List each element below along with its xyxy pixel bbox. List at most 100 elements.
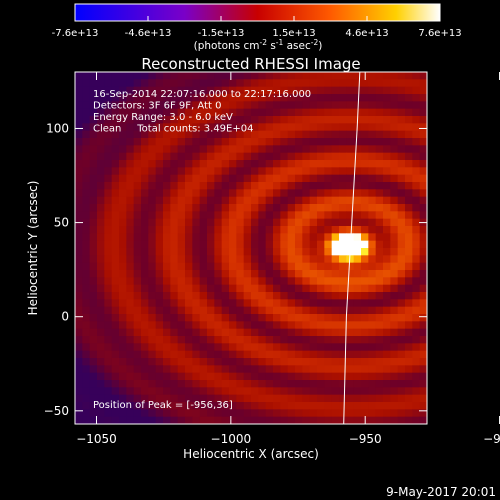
heatmap-cell <box>287 284 296 293</box>
heatmap-cell <box>243 204 252 212</box>
heatmap-cell <box>229 101 237 110</box>
heatmap-cell <box>280 72 289 80</box>
heatmap-cell <box>346 277 355 286</box>
observation-annotations: 16-Sep-2014 22:07:16.000 to 22:17:16.000… <box>93 89 311 135</box>
heatmap-cell <box>163 94 171 102</box>
heatmap-cell <box>104 416 113 424</box>
heatmap-cell <box>383 196 391 205</box>
heatmap-cell <box>119 72 127 80</box>
heatmap-cell <box>126 196 135 205</box>
heatmap-cell <box>148 233 157 242</box>
heatmap-cell <box>280 79 289 88</box>
heatmap-cell <box>177 182 186 190</box>
heatmap-cell <box>214 336 223 344</box>
heatmap-cell <box>390 299 399 308</box>
heatmap-cell <box>251 138 259 146</box>
heatmap-cell <box>346 204 355 212</box>
heatmap-cell <box>287 189 296 198</box>
heatmap-cell <box>331 218 340 227</box>
heatmap-cell <box>251 262 259 271</box>
heatmap-cell <box>243 116 252 124</box>
heatmap-cell <box>346 336 355 344</box>
heatmap-cell <box>104 394 113 403</box>
heatmap-cells <box>75 72 427 424</box>
heatmap-cell <box>185 94 193 102</box>
heatmap-cell <box>133 255 142 264</box>
heatmap-cell <box>361 240 369 249</box>
heatmap-cell <box>295 394 303 403</box>
heatmap-cell <box>397 218 406 227</box>
heatmap-cell <box>243 123 252 132</box>
heatmap-cell <box>390 387 399 396</box>
heatmap-cell <box>419 387 427 396</box>
heatmap-cell <box>412 336 421 344</box>
heatmap-cell <box>221 314 230 322</box>
heatmap-cell <box>75 211 83 220</box>
heatmap-cell <box>82 182 91 190</box>
heatmap-cell <box>126 130 135 139</box>
heatmap-cell <box>397 248 406 256</box>
heatmap-cell <box>273 358 281 366</box>
heatmap-cell <box>111 299 120 308</box>
heatmap-cell <box>141 189 149 198</box>
heatmap-cell <box>397 167 406 176</box>
heatmap-cell <box>419 138 427 146</box>
heatmap-cell <box>287 299 296 308</box>
heatmap-cell <box>111 94 120 102</box>
heatmap-cell <box>273 365 281 374</box>
heatmap-cell <box>133 101 142 110</box>
heatmap-cell <box>185 380 193 388</box>
heatmap-cell <box>170 174 179 183</box>
heatmap-cell <box>229 350 237 359</box>
x-tick-label: −950 <box>349 432 382 446</box>
heatmap-cell <box>339 72 347 80</box>
heatmap-cell <box>405 372 413 381</box>
heatmap-cell <box>199 372 208 381</box>
heatmap-cell <box>383 299 391 308</box>
heatmap-cell <box>346 380 355 388</box>
heatmap-cell <box>280 409 289 418</box>
heatmap-cell <box>375 350 384 359</box>
heatmap-cell <box>419 116 427 124</box>
heatmap-cell <box>89 152 98 161</box>
heatmap-cell <box>192 255 201 264</box>
heatmap-cell <box>104 94 113 102</box>
heatmap-cell <box>104 358 113 366</box>
heatmap-cell <box>346 365 355 374</box>
heatmap-cell <box>126 233 135 242</box>
heatmap-cell <box>258 270 267 278</box>
heatmap-cell <box>295 79 303 88</box>
heatmap-cell <box>155 174 164 183</box>
heatmap-cell <box>375 292 384 300</box>
heatmap-cell <box>155 262 164 271</box>
heatmap-cell <box>419 358 427 366</box>
heatmap-cell <box>199 387 208 396</box>
heatmap-cell <box>397 343 406 352</box>
heatmap-cell <box>361 101 369 110</box>
heatmap-cell <box>295 380 303 388</box>
heatmap-cell <box>251 365 259 374</box>
heatmap-cell <box>207 350 215 359</box>
heatmap-cell <box>419 409 427 418</box>
heatmap-cell <box>361 387 369 396</box>
heatmap-cell <box>368 233 377 242</box>
heatmap-cell <box>199 402 208 410</box>
heatmap-cell <box>302 336 311 344</box>
heatmap-cell <box>236 196 245 205</box>
heatmap-cell <box>397 299 406 308</box>
heatmap-cell <box>207 343 215 352</box>
heatmap-cell <box>170 394 179 403</box>
heatmap-cell <box>258 416 267 424</box>
heatmap-cell <box>207 248 215 256</box>
heatmap-cell <box>207 240 215 249</box>
heatmap-cell <box>133 380 142 388</box>
heatmap-cell <box>412 116 421 124</box>
heatmap-cell <box>331 292 340 300</box>
heatmap-cell <box>236 167 245 176</box>
heatmap-cell <box>302 196 311 205</box>
heatmap-cell <box>324 145 333 154</box>
heatmap-cell <box>236 270 245 278</box>
heatmap-cell <box>273 299 281 308</box>
heatmap-cell <box>229 358 237 366</box>
